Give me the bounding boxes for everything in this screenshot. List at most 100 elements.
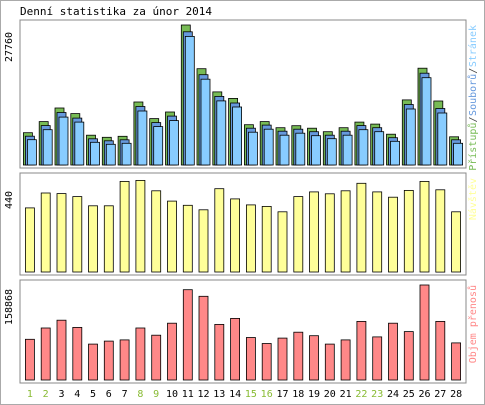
bar-1-3-3 bbox=[58, 116, 69, 166]
day-label-1: 1 bbox=[27, 389, 33, 400]
bar-2-1-10 bbox=[167, 200, 177, 273]
legend-2-1: Návštěv bbox=[467, 178, 479, 220]
bar-1-3-9 bbox=[153, 126, 164, 166]
bar-2-1-23 bbox=[372, 191, 383, 273]
bar-3-1-28 bbox=[451, 342, 462, 381]
bar-3-1-14 bbox=[230, 317, 241, 381]
bar-3-1-27 bbox=[435, 320, 446, 381]
day-label-27: 27 bbox=[434, 389, 446, 400]
day-label-19: 19 bbox=[308, 389, 320, 400]
bar-1-3-2 bbox=[42, 129, 53, 166]
bar-3-1-24 bbox=[388, 322, 398, 381]
day-label-7: 7 bbox=[122, 389, 128, 400]
day-label-11: 11 bbox=[182, 389, 194, 400]
day-label-25: 25 bbox=[403, 389, 415, 400]
day-label-14: 14 bbox=[229, 389, 241, 400]
bar-3-1-21 bbox=[340, 339, 351, 381]
bar-3-1-20 bbox=[324, 343, 335, 381]
bar-1-3-23 bbox=[374, 131, 385, 166]
bar-2-1-24 bbox=[388, 196, 398, 273]
y-max-label: 158868 bbox=[4, 289, 15, 325]
bar-3-1-4 bbox=[72, 326, 83, 381]
bar-2-1-28 bbox=[451, 211, 462, 273]
day-label-24: 24 bbox=[387, 389, 399, 400]
day-label-8: 8 bbox=[137, 389, 143, 400]
bar-1-3-21 bbox=[342, 134, 353, 166]
bar-3-1-13 bbox=[214, 323, 225, 381]
day-label-12: 12 bbox=[197, 389, 209, 400]
bar-2-1-5 bbox=[88, 205, 98, 273]
bar-1-3-22 bbox=[358, 129, 369, 166]
bar-2-1-6 bbox=[103, 205, 114, 273]
bar-2-1-1 bbox=[24, 207, 35, 273]
bar-1-3-26 bbox=[421, 77, 432, 166]
bar-1-3-5 bbox=[90, 141, 100, 166]
day-label-28: 28 bbox=[450, 389, 462, 400]
panel-frame bbox=[19, 172, 467, 276]
day-label-6: 6 bbox=[106, 389, 112, 400]
bar-2-1-21 bbox=[340, 190, 351, 273]
day-label-20: 20 bbox=[324, 389, 336, 400]
bar-3-1-19 bbox=[309, 335, 319, 381]
bar-1-3-28 bbox=[453, 142, 464, 166]
bar-2-1-27 bbox=[435, 189, 446, 273]
bar-2-1-11 bbox=[182, 204, 193, 273]
bar-2-1-7 bbox=[119, 180, 130, 273]
bar-1-3-11 bbox=[184, 36, 195, 166]
legend-1-3: Přístupů bbox=[467, 123, 479, 171]
bar-2-1-19 bbox=[309, 191, 319, 273]
bar-3-1-2 bbox=[40, 327, 51, 381]
day-label-17: 17 bbox=[276, 389, 288, 400]
day-label-10: 10 bbox=[166, 389, 178, 400]
day-label-23: 23 bbox=[371, 389, 383, 400]
bar-3-1-9 bbox=[151, 334, 162, 381]
bar-3-1-17 bbox=[277, 337, 288, 381]
bar-3-1-11 bbox=[182, 289, 193, 381]
chart-panel-3: 158868 Objem přenosů bbox=[4, 279, 479, 384]
chart-panel-2: 440 Návštěv bbox=[4, 172, 479, 276]
bar-2-1-4 bbox=[72, 196, 83, 273]
bar-2-1-14 bbox=[230, 198, 241, 273]
bar-3-1-7 bbox=[119, 339, 130, 381]
bar-1-3-15 bbox=[247, 131, 258, 166]
bar-2-1-2 bbox=[40, 192, 51, 273]
day-label-2: 2 bbox=[43, 389, 49, 400]
bar-3-1-25 bbox=[403, 331, 414, 381]
bar-2-1-13 bbox=[214, 188, 225, 273]
bar-2-1-3 bbox=[56, 193, 67, 273]
bar-3-1-1 bbox=[24, 338, 35, 381]
bar-1-3-17 bbox=[279, 134, 290, 166]
bar-1-3-14 bbox=[232, 106, 243, 166]
bar-2-1-12 bbox=[198, 209, 209, 273]
bar-3-1-12 bbox=[198, 295, 209, 381]
bar-3-1-23 bbox=[372, 336, 383, 381]
bar-1-3-18 bbox=[295, 132, 306, 166]
bar-2-1-15 bbox=[245, 204, 256, 273]
day-label-13: 13 bbox=[213, 389, 225, 400]
bar-3-1-15 bbox=[245, 337, 256, 381]
day-label-18: 18 bbox=[292, 389, 304, 400]
legend-1-2: Souborů bbox=[467, 74, 479, 116]
bar-3-1-16 bbox=[261, 343, 272, 381]
bar-3-1-18 bbox=[293, 331, 304, 381]
bar-1-3-25 bbox=[405, 108, 416, 166]
day-label-4: 4 bbox=[74, 389, 80, 400]
bar-2-1-17 bbox=[277, 211, 288, 273]
bar-3-1-3 bbox=[56, 319, 67, 381]
bar-1-3-4 bbox=[74, 121, 85, 166]
bar-1-3-16 bbox=[263, 128, 274, 166]
day-label-5: 5 bbox=[90, 389, 96, 400]
bar-2-1-9 bbox=[151, 190, 162, 273]
bar-1-3-10 bbox=[169, 120, 179, 166]
y-max-label: 27760 bbox=[4, 32, 15, 62]
bar-1-3-7 bbox=[121, 142, 132, 166]
bar-1-3-1 bbox=[26, 139, 37, 166]
bar-2-1-26 bbox=[419, 180, 430, 273]
bar-3-1-6 bbox=[103, 340, 114, 381]
day-label-9: 9 bbox=[153, 389, 159, 400]
legend-1-1: Stránek bbox=[467, 25, 479, 67]
bar-1-3-6 bbox=[105, 143, 116, 166]
day-label-15: 15 bbox=[245, 389, 257, 400]
bar-2-1-8 bbox=[135, 179, 146, 273]
